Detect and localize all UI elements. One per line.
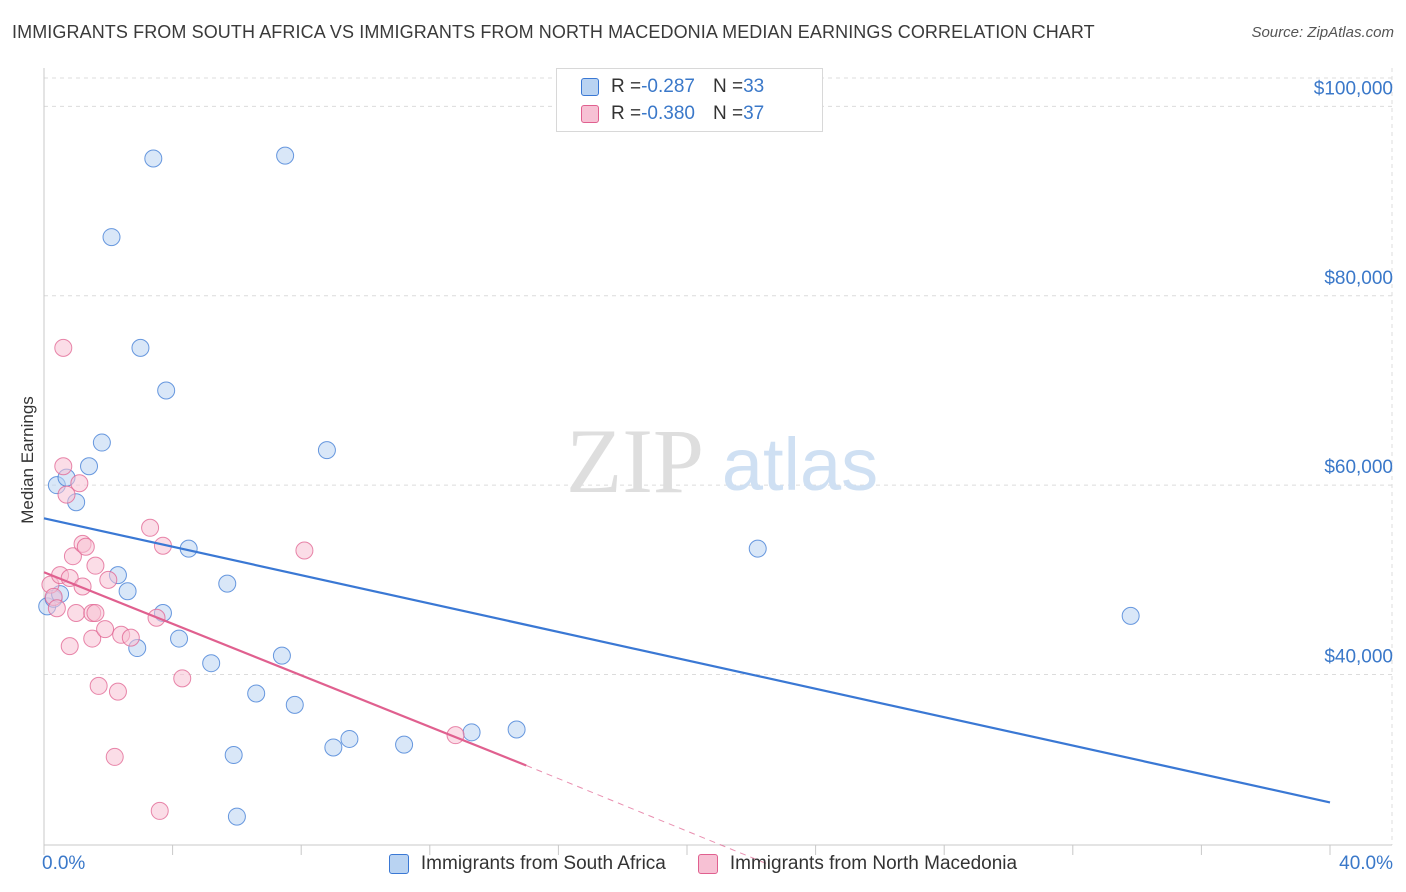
stats-n-label: N =: [712, 76, 744, 97]
data-point: [121, 628, 140, 647]
data-point: [96, 620, 115, 639]
x-tick-label-max: 40.0%: [1339, 853, 1393, 874]
data-point: [60, 568, 79, 587]
stats-swatch-south-africa: [581, 78, 599, 96]
data-point: [324, 738, 343, 757]
legend-item-south-africa[interactable]: Immigrants from South Africa: [388, 853, 666, 875]
trend-line-1: [43, 571, 527, 767]
x-tick-label-min: 0.0%: [42, 853, 85, 874]
data-point: [89, 676, 108, 695]
data-point: [144, 149, 163, 168]
data-point: [272, 646, 291, 665]
data-point: [118, 582, 137, 601]
data-point: [67, 604, 86, 623]
data-point: [105, 747, 124, 766]
stats-n-label: N =: [712, 103, 744, 124]
data-point: [218, 574, 237, 593]
data-point: [92, 433, 111, 452]
data-point: [54, 457, 73, 476]
data-point: [108, 682, 127, 701]
data-point: [86, 556, 105, 575]
stats-n-value: 37: [743, 103, 765, 124]
data-point: [80, 457, 99, 476]
data-point: [247, 684, 266, 703]
legend: Immigrants from South Africa Immigrants …: [0, 850, 1406, 878]
legend-label-north-macedonia: Immigrants from North Macedonia: [729, 853, 1018, 874]
data-point: [60, 637, 79, 656]
data-point: [173, 669, 192, 688]
watermark-atlas: atlas: [722, 423, 878, 506]
data-point: [276, 146, 295, 165]
data-point: [224, 746, 243, 765]
stats-row-south-africa: R = -0.287 N = 33: [581, 74, 764, 100]
legend-label-south-africa: Immigrants from South Africa: [420, 853, 666, 874]
data-point: [76, 537, 95, 556]
data-point: [102, 228, 121, 247]
data-point: [748, 539, 767, 558]
trend-line-0: [43, 517, 1331, 804]
trend-lines: [43, 517, 1331, 865]
axes: [43, 68, 1392, 855]
source-attribution: Source: ZipAtlas.com: [1251, 24, 1394, 41]
data-point: [462, 723, 481, 742]
y-tick-label: $60,000: [1324, 457, 1393, 478]
gridlines: [44, 68, 1393, 845]
data-point: [131, 338, 150, 357]
data-point: [150, 801, 169, 820]
correlation-stats-box: R = -0.287 N = 33 R = -0.380 N = 37: [556, 68, 823, 132]
data-point: [73, 577, 92, 596]
legend-swatch-south-africa: [388, 854, 409, 874]
data-point: [83, 629, 102, 648]
data-point: [157, 381, 176, 400]
data-point: [47, 599, 66, 618]
chart-title: IMMIGRANTS FROM SOUTH AFRICA VS IMMIGRAN…: [12, 22, 1095, 42]
data-point: [295, 541, 314, 560]
legend-swatch-north-macedonia: [697, 854, 718, 874]
y-tick-label: $100,000: [1314, 78, 1393, 99]
y-tick-label: $80,000: [1324, 268, 1393, 289]
stats-row-north-macedonia: R = -0.380 N = 37: [581, 101, 764, 127]
data-point: [1121, 606, 1140, 625]
tick-labels: $100,000 $80,000 $60,000 $40,000 0.0% 40.0%: [42, 78, 1393, 874]
stats-swatch-north-macedonia: [581, 105, 599, 123]
data-point: [227, 807, 246, 826]
stats-r-value: -0.287: [641, 76, 695, 97]
data-point: [70, 474, 89, 493]
legend-item-north-macedonia[interactable]: Immigrants from North Macedonia: [697, 853, 1018, 875]
data-point: [285, 695, 304, 714]
y-tick-label: $40,000: [1324, 647, 1393, 668]
stats-r-label: R =: [611, 76, 642, 97]
data-point: [395, 735, 414, 754]
data-point: [86, 604, 105, 623]
watermark: ZIP atlas: [566, 410, 878, 512]
data-point: [202, 654, 221, 673]
stats-n-value: 33: [743, 76, 765, 97]
data-point: [141, 518, 160, 537]
data-point: [317, 441, 336, 460]
data-point: [99, 570, 118, 589]
stats-r-label: R =: [611, 103, 642, 124]
watermark-zip: ZIP: [566, 410, 704, 512]
data-point: [507, 720, 526, 739]
data-point: [170, 629, 189, 648]
data-point: [340, 729, 359, 748]
data-point: [63, 547, 82, 566]
stats-r-value: -0.380: [641, 103, 695, 124]
data-point: [57, 485, 76, 504]
data-point: [54, 338, 73, 357]
